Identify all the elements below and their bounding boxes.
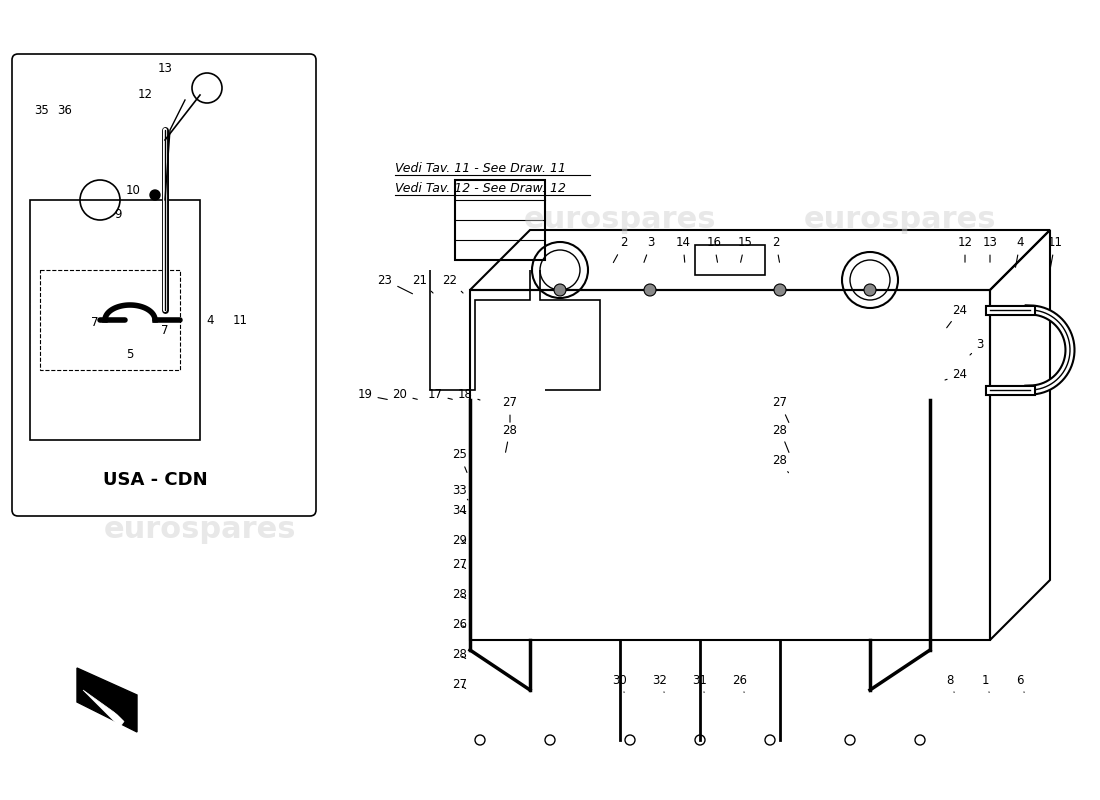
Text: 2: 2 <box>614 237 628 262</box>
Bar <box>695 245 764 275</box>
Text: 36: 36 <box>57 103 73 117</box>
Text: 13: 13 <box>982 237 998 262</box>
Text: 26: 26 <box>733 674 748 692</box>
Circle shape <box>774 284 786 296</box>
Text: 3: 3 <box>644 237 654 262</box>
Text: 27: 27 <box>452 558 468 571</box>
Text: 27: 27 <box>503 397 517 422</box>
Text: 27: 27 <box>772 397 789 422</box>
Text: 28: 28 <box>772 423 789 453</box>
Text: 32: 32 <box>652 674 668 692</box>
Text: 33: 33 <box>452 483 468 500</box>
Text: eurospares: eurospares <box>103 515 296 545</box>
Bar <box>455 180 544 260</box>
Polygon shape <box>77 668 138 732</box>
Circle shape <box>864 284 876 296</box>
Text: Vedi Tav. 12 - See Draw. 12: Vedi Tav. 12 - See Draw. 12 <box>395 182 566 194</box>
Text: 5: 5 <box>126 349 134 362</box>
Text: 22: 22 <box>442 274 463 293</box>
Text: 27: 27 <box>452 678 468 691</box>
Text: eurospares: eurospares <box>524 206 716 234</box>
Text: USA - CDN: USA - CDN <box>102 471 207 489</box>
Text: 26: 26 <box>452 618 468 631</box>
Text: 21: 21 <box>412 274 433 293</box>
Text: 34: 34 <box>452 503 468 517</box>
Text: 8: 8 <box>946 674 954 692</box>
FancyBboxPatch shape <box>12 54 316 516</box>
Text: 25: 25 <box>452 449 468 473</box>
Bar <box>40 270 180 370</box>
Text: 3: 3 <box>970 338 983 355</box>
Text: 1: 1 <box>981 674 989 692</box>
Text: 4: 4 <box>207 314 213 326</box>
Text: Vedi Tav. 11 - See Draw. 11: Vedi Tav. 11 - See Draw. 11 <box>395 162 566 174</box>
Text: 12: 12 <box>957 237 972 262</box>
Text: eurospares: eurospares <box>804 206 997 234</box>
Text: 11: 11 <box>1047 237 1063 267</box>
Polygon shape <box>82 690 125 727</box>
Text: 7: 7 <box>162 323 168 337</box>
Text: 18: 18 <box>458 389 480 402</box>
Text: 15: 15 <box>738 237 752 262</box>
Text: 20: 20 <box>393 389 417 402</box>
Text: 4: 4 <box>1015 237 1024 267</box>
Text: 31: 31 <box>693 674 707 692</box>
Text: 28: 28 <box>503 423 517 452</box>
Text: 11: 11 <box>232 314 248 326</box>
Text: 7: 7 <box>91 317 99 330</box>
Circle shape <box>150 190 160 200</box>
Text: 35: 35 <box>34 103 50 117</box>
Text: 13: 13 <box>157 62 173 74</box>
Text: 28: 28 <box>452 589 468 602</box>
Circle shape <box>644 284 656 296</box>
Text: 14: 14 <box>675 237 691 262</box>
Text: 6: 6 <box>1016 674 1024 692</box>
Text: 10: 10 <box>125 183 141 197</box>
Text: 28: 28 <box>772 454 789 473</box>
Text: 17: 17 <box>428 389 452 402</box>
Circle shape <box>554 284 566 296</box>
Text: 2: 2 <box>772 237 780 262</box>
Text: 29: 29 <box>452 534 468 546</box>
Text: 16: 16 <box>706 237 722 262</box>
Text: 24: 24 <box>945 369 968 382</box>
Text: 24: 24 <box>947 303 968 328</box>
Text: 30: 30 <box>613 674 627 692</box>
Text: 12: 12 <box>138 89 153 102</box>
Text: 9: 9 <box>114 209 122 222</box>
Text: 28: 28 <box>452 649 468 662</box>
Text: 23: 23 <box>377 274 412 294</box>
Text: 19: 19 <box>358 389 387 402</box>
